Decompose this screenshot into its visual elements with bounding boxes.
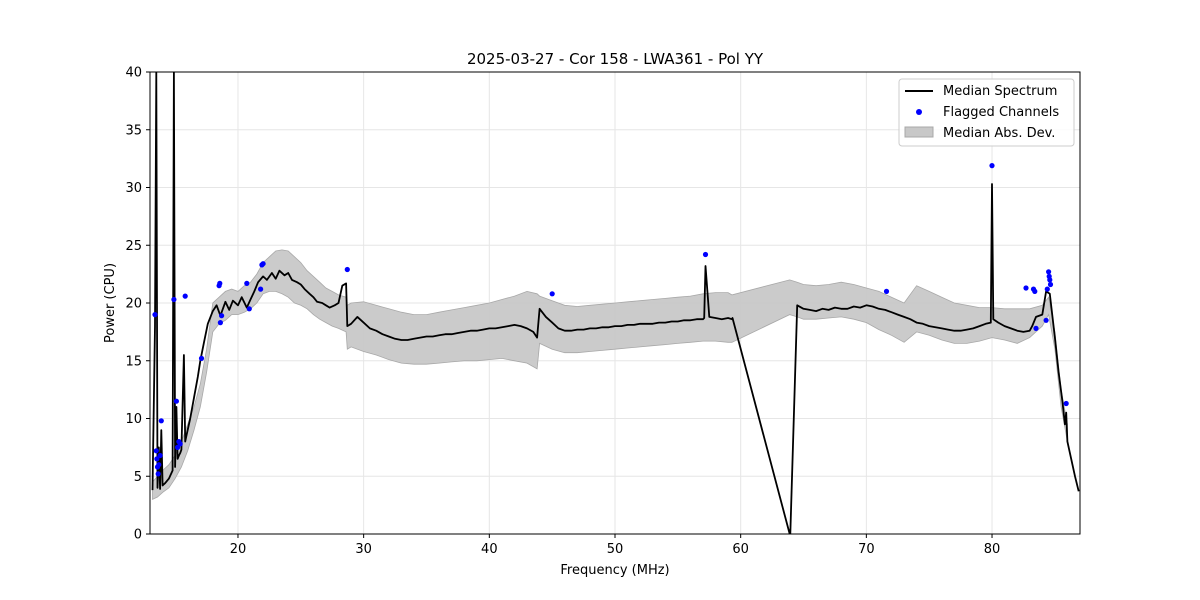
x-tick-label: 20 xyxy=(230,542,247,557)
y-tick-label: 20 xyxy=(125,297,142,312)
x-tick-label: 60 xyxy=(732,542,749,557)
flagged-channel-point xyxy=(1032,288,1038,294)
x-axis-label: Frequency (MHz) xyxy=(560,563,669,578)
legend-median-label: Median Spectrum xyxy=(943,84,1057,99)
x-tick-label: 50 xyxy=(607,542,624,557)
flagged-channel-point xyxy=(989,163,995,169)
chart-title: 2025-03-27 - Cor 158 - LWA361 - Pol YY xyxy=(467,50,764,68)
flagged-channel-point xyxy=(157,452,163,459)
x-tick-label: 70 xyxy=(858,542,875,557)
flagged-channel-point xyxy=(702,251,709,258)
flagged-channel-point xyxy=(246,306,252,312)
median-spectrum-line xyxy=(151,72,1080,534)
flagged-channel-point xyxy=(156,462,162,468)
flagged-channel-point xyxy=(217,320,223,326)
y-tick-label: 35 xyxy=(125,123,142,138)
legend-flagged-swatch xyxy=(916,109,922,115)
flagged-channel-point xyxy=(260,261,266,267)
flagged-channel-point xyxy=(155,471,161,477)
y-tick-label: 5 xyxy=(134,470,142,485)
x-tick-label: 80 xyxy=(984,542,1001,557)
flagged-channel-point xyxy=(1047,277,1053,283)
flagged-channel-point xyxy=(549,291,555,297)
flagged-channel-point xyxy=(1033,325,1039,331)
y-tick-label: 10 xyxy=(125,412,142,427)
flagged-channel-point xyxy=(1044,286,1050,292)
flagged-channel-point xyxy=(152,312,158,318)
flagged-channel-point xyxy=(1023,285,1029,291)
y-axis-label: Power (CPU) xyxy=(103,263,118,343)
flagged-channel-point xyxy=(258,286,264,292)
y-tick-label: 15 xyxy=(125,354,142,369)
plot-area xyxy=(151,72,1080,534)
flagged-channel-point xyxy=(1047,281,1054,288)
x-tick-label: 40 xyxy=(481,542,498,557)
flagged-channel-point xyxy=(217,280,223,286)
flagged-channel-point xyxy=(1046,269,1052,275)
y-tick-label: 30 xyxy=(125,181,142,196)
legend-box xyxy=(898,78,1075,147)
legend: Median Spectrum Flagged Channels Median … xyxy=(898,78,1075,147)
flagged-channel-point xyxy=(1063,400,1069,407)
legend-flagged-label: Flagged Channels xyxy=(943,105,1059,120)
flagged-channel-point xyxy=(171,296,177,303)
flagged-channel-point xyxy=(883,288,890,294)
flagged-channel-point xyxy=(344,266,350,273)
legend-mad-swatch xyxy=(904,126,934,138)
flagged-channel-point xyxy=(219,313,225,319)
flagged-channel-point xyxy=(153,448,159,454)
y-tick-label: 25 xyxy=(125,239,142,254)
flagged-channel-point xyxy=(182,293,188,299)
y-tick-label: 0 xyxy=(134,528,142,543)
flagged-channel-point xyxy=(244,280,250,286)
x-tick-label: 30 xyxy=(355,542,372,557)
flagged-channel-point xyxy=(154,456,160,462)
flagged-channel-point xyxy=(1043,317,1049,323)
flagged-channel-point xyxy=(198,355,205,361)
legend-mad-label: Median Abs. Dev. xyxy=(943,126,1055,141)
flagged-channel-point xyxy=(177,441,183,447)
flagged-channel-point xyxy=(158,418,164,424)
y-tick-label: 40 xyxy=(125,66,142,81)
flagged-channel-point xyxy=(173,398,179,404)
axis-ticks: 20 30 40 50 60 70 80 0 5 10 15 20 25 30 35 40 xyxy=(125,66,1000,558)
